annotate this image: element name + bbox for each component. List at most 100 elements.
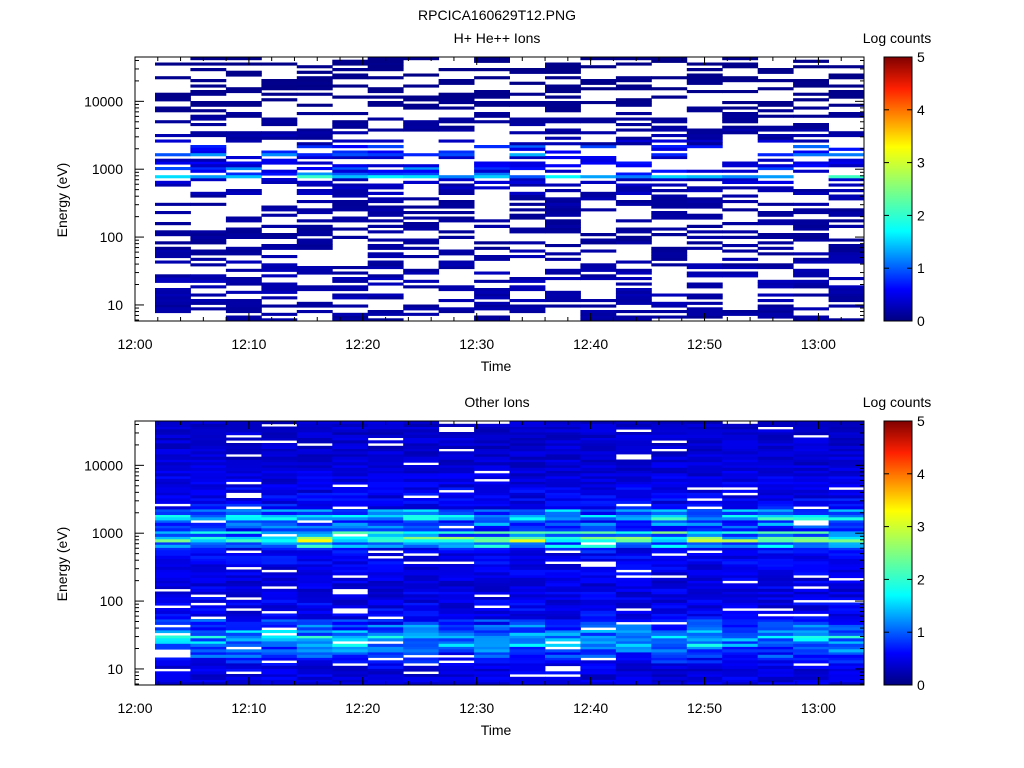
heatmap-cell (367, 434, 404, 438)
heatmap-cell (828, 597, 865, 601)
heatmap-cell (580, 575, 617, 579)
heatmap-cell (615, 191, 652, 195)
heatmap-cell (261, 489, 298, 493)
heatmap-cell (722, 522, 759, 526)
heatmap-cell (367, 663, 404, 667)
heatmap-cell (828, 296, 865, 300)
heatmap-cell (509, 638, 546, 642)
heatmap-cell (545, 304, 581, 308)
heatmap-cell (580, 465, 617, 469)
heatmap-cell (474, 638, 510, 642)
heatmap-cell (757, 222, 794, 226)
heatmap-cell (580, 175, 617, 179)
heatmap-cell (474, 608, 510, 612)
heatmap-cell (367, 583, 404, 587)
heatmap-cell (509, 142, 546, 146)
heatmap-cell (580, 299, 617, 303)
heatmap-cell (580, 558, 617, 562)
heatmap-cell (793, 462, 829, 466)
heatmap-cell (190, 114, 227, 118)
heatmap-cell (686, 443, 723, 447)
heatmap-cell (757, 564, 794, 568)
heatmap-cell (615, 674, 652, 678)
heatmap-cell (757, 619, 794, 623)
heatmap-cell (580, 57, 617, 61)
heatmap-cell (438, 230, 475, 234)
heatmap-cell (828, 539, 865, 543)
heatmap-cell (155, 233, 191, 237)
heatmap-cell (190, 150, 227, 154)
heatmap-cell (332, 266, 369, 270)
heatmap-cell (296, 421, 333, 425)
heatmap-cell (580, 158, 617, 162)
heatmap-cell (686, 456, 723, 460)
heatmap-cell (580, 120, 617, 124)
heatmap-cell (474, 564, 510, 568)
heatmap-cell (332, 175, 369, 179)
heatmap-cell (580, 610, 617, 614)
heatmap-cell (261, 599, 298, 603)
heatmap-cell (615, 597, 652, 601)
heatmap-cell (757, 503, 794, 507)
heatmap-cell (474, 547, 510, 551)
heatmap-cell (580, 591, 617, 595)
heatmap-cell (793, 610, 829, 614)
heatmap-cell (651, 602, 688, 606)
heatmap-cell (155, 531, 191, 535)
heatmap-cell (793, 318, 829, 322)
heatmap-cell (722, 528, 759, 532)
heatmap-cell (296, 87, 333, 91)
heatmap-cell (757, 432, 794, 436)
heatmap-cell (261, 98, 298, 102)
heatmap-cell (509, 310, 546, 314)
heatmap-cell (190, 586, 227, 590)
heatmap-cell (757, 79, 794, 83)
heatmap-cell (296, 227, 333, 231)
heatmap-cell (403, 437, 440, 441)
heatmap-cell (190, 489, 227, 493)
heatmap-cell (757, 454, 794, 458)
heatmap-cell (261, 531, 298, 535)
heatmap-cell (722, 533, 759, 537)
heatmap-cell (190, 553, 227, 557)
heatmap-cell (474, 671, 510, 675)
heatmap-cell (686, 437, 723, 441)
heatmap-cell (757, 189, 794, 193)
heatmap-cell (545, 131, 581, 135)
heatmap-cell (225, 525, 262, 529)
heatmap-cell (296, 233, 333, 237)
heatmap-cell (225, 299, 262, 303)
heatmap-cell (686, 197, 723, 201)
heatmap-cell (545, 487, 581, 491)
heatmap-cell (261, 621, 298, 625)
heatmap-cell (190, 167, 227, 171)
heatmap-cell (190, 456, 227, 460)
heatmap-cell (545, 663, 581, 667)
heatmap-cell (545, 588, 581, 592)
heatmap-cell (722, 120, 759, 124)
heatmap-cell (580, 233, 617, 237)
heatmap-cell (828, 288, 865, 292)
heatmap-cell (545, 142, 581, 146)
heatmap-cell (438, 671, 475, 675)
heatmap-cell (580, 643, 617, 647)
heatmap-cell (757, 547, 794, 551)
heatmap-cell (403, 528, 440, 532)
heatmap-cell (367, 440, 404, 444)
heatmap-cell (296, 679, 333, 683)
heatmap-cell (509, 423, 546, 427)
heatmap-cell (367, 671, 404, 675)
heatmap-cell (190, 161, 227, 165)
heatmap-cell (403, 492, 440, 496)
heatmap-cell (509, 465, 546, 469)
heatmap-cell (651, 421, 688, 425)
heatmap-cell (296, 621, 333, 625)
heatmap-cell (367, 597, 404, 601)
heatmap-cell (615, 200, 652, 204)
heatmap-cell (367, 186, 404, 190)
heatmap-cell (332, 312, 369, 316)
heatmap-cell (757, 282, 794, 286)
heatmap-cell (722, 624, 759, 628)
heatmap-cell (225, 630, 262, 634)
heatmap-cell (509, 533, 546, 537)
